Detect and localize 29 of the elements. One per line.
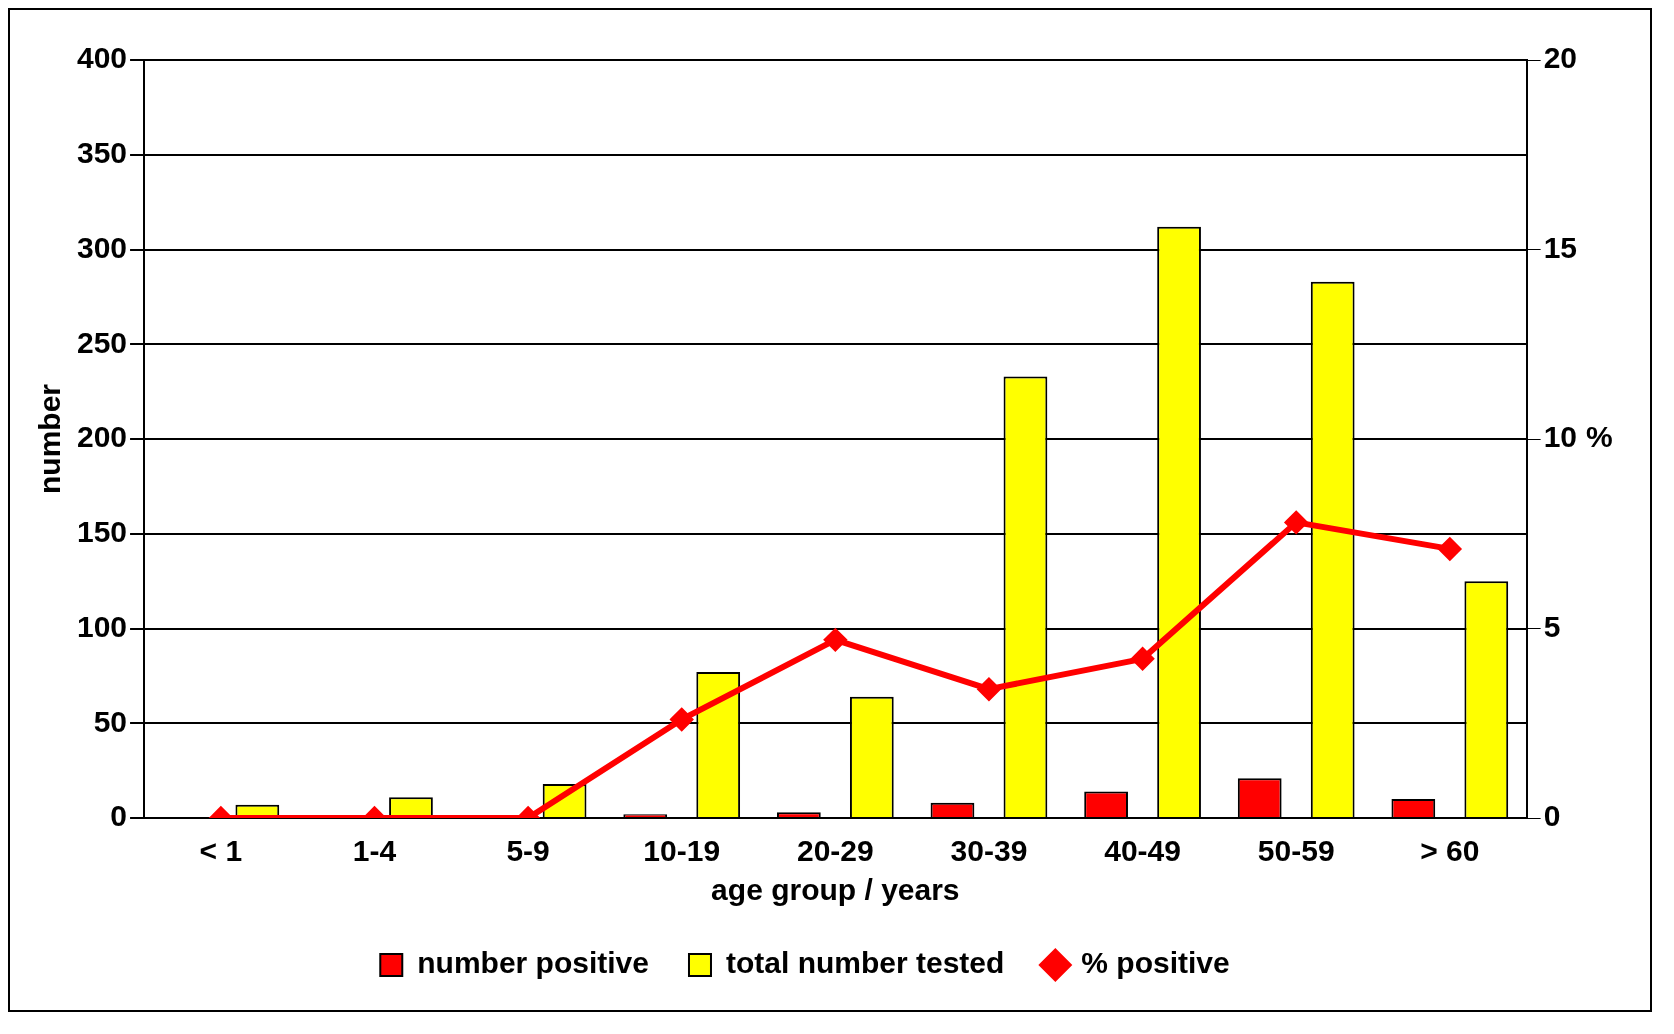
y2-tick-label: 10 [1543, 420, 1578, 454]
x-tick-label: 5-9 [506, 834, 550, 868]
y-tick-label: 300 [76, 230, 128, 264]
y-tick-label: 400 [76, 41, 128, 75]
y-tick-label: 200 [76, 420, 128, 454]
x-tick-label: 1-4 [352, 834, 397, 868]
y-tick-label: 250 [76, 325, 128, 359]
y2-tick-label: 0 [1543, 799, 1561, 833]
legend-label: % positive [1081, 946, 1230, 980]
y2-axis-title: % [1586, 420, 1613, 454]
y-tick-label: 50 [93, 704, 128, 738]
y2-tick-label: 15 [1543, 230, 1578, 264]
x-tick-label: < 1 [199, 834, 243, 868]
x-tick-label: 50-59 [1257, 834, 1335, 868]
legend-label: total number tested [725, 946, 1005, 980]
y2-tick-label: 5 [1543, 609, 1561, 643]
x-tick-label: 20-29 [796, 834, 874, 868]
x-tick-label: > 60 [1420, 834, 1480, 868]
y-tick-label: 350 [76, 136, 128, 170]
y-tick-label: 150 [76, 515, 128, 549]
x-tick-label: 30-39 [950, 834, 1028, 868]
x-tick-label: 40-49 [1104, 834, 1181, 868]
x-tick-label: 10-19 [643, 834, 721, 868]
legend-label: number positive [417, 946, 649, 980]
x-axis-title: age group / years [711, 873, 960, 907]
y-tick-label: 100 [76, 609, 128, 643]
y-axis-title: number [33, 383, 67, 495]
y-tick-label: 0 [110, 799, 128, 833]
y2-tick-label: 20 [1543, 41, 1578, 75]
